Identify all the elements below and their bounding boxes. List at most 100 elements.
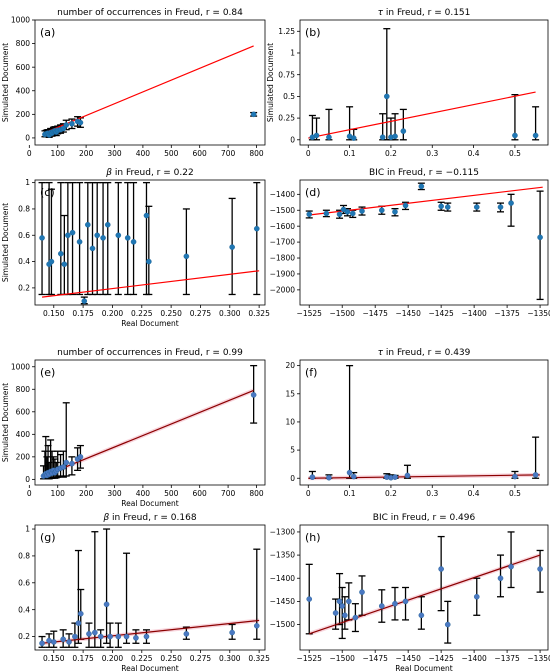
plot-area xyxy=(34,19,266,146)
data-point xyxy=(392,474,398,480)
data-point xyxy=(77,119,84,126)
panel-title: number of occurrences in Freud, r = 0.84 xyxy=(57,8,243,18)
x-tick-label: 0.225 xyxy=(131,309,153,318)
y-tick-label: 0.8 xyxy=(18,205,30,214)
y-tick-label: 200 xyxy=(16,110,31,119)
data-point xyxy=(50,639,57,645)
x-tick-label: 0.175 xyxy=(72,309,94,318)
y-tick-label: 0 xyxy=(290,474,295,483)
data-point xyxy=(350,135,357,141)
y-tick-label: 15 xyxy=(285,389,295,398)
x-tick-label: 0.4 xyxy=(468,149,480,158)
data-point xyxy=(250,111,257,118)
x-tick-label: 500 xyxy=(164,149,179,158)
y-tick-label: 1000 xyxy=(11,16,30,25)
x-tick-label: 0.2 xyxy=(385,149,397,158)
y-tick-label: 0.25 xyxy=(278,114,295,123)
panel-label: (d) xyxy=(305,186,321,199)
x-tick-label: −1425 xyxy=(428,309,454,318)
y-tick-label: 400 xyxy=(16,430,31,439)
data-point xyxy=(352,614,359,621)
data-point xyxy=(512,132,518,139)
data-point xyxy=(537,234,543,241)
x-tick-label: 0.200 xyxy=(102,654,124,663)
x-tick-label: −1375 xyxy=(494,654,520,663)
x-tick-label: 700 xyxy=(221,149,236,158)
panel-title: number of occurrences in Freud, r = 0.99 xyxy=(57,348,243,358)
data-point xyxy=(94,232,100,239)
data-point xyxy=(250,392,257,398)
data-point xyxy=(97,633,104,640)
data-point xyxy=(512,473,518,480)
data-point xyxy=(313,132,320,139)
data-point xyxy=(39,235,45,241)
x-tick-label: 0.1 xyxy=(344,149,356,158)
x-tick-label: 800 xyxy=(249,489,264,498)
title-greek-symbol: τ xyxy=(378,8,384,18)
y-tick-label: 1000 xyxy=(11,362,30,371)
x-tick-label: −1425 xyxy=(428,654,454,663)
x-tick-label: 0.250 xyxy=(160,654,182,663)
y-tick-label: −1800 xyxy=(270,254,296,263)
panel-label: (g) xyxy=(40,531,56,544)
plot-marks xyxy=(38,528,261,648)
panel-label: (b) xyxy=(305,26,321,39)
data-point xyxy=(69,120,75,127)
data-point xyxy=(306,596,313,602)
data-point xyxy=(326,134,332,140)
data-point xyxy=(107,633,113,640)
data-point xyxy=(508,200,514,206)
x-tick-label: −1500 xyxy=(330,654,356,663)
data-point xyxy=(104,221,111,228)
y-tick-label: −2000 xyxy=(270,285,296,294)
panel-title: β in Freud, r = 0.168 xyxy=(102,513,196,523)
y-tick-label: 600 xyxy=(16,63,31,72)
data-point xyxy=(402,598,409,605)
panel-g: 0.150 0.175 0.200 0.225 0.250 0.275 0.300 0.325… xyxy=(18,513,270,672)
title-text: in Freud, r = 0.168 xyxy=(109,513,197,523)
y-tick-label: 0.6 xyxy=(18,231,30,240)
y-tick-label: −1350 xyxy=(270,551,296,560)
panel-b: 0 0.1 0.2 0.3 0.4 0.5 0 0.25 0.5 0.75 1 1.25 τ in Fr… xyxy=(266,8,549,158)
data-point xyxy=(60,636,66,643)
x-tick-label: −1350 xyxy=(527,309,550,318)
y-tick-label: 0.2 xyxy=(18,283,30,292)
title-text: in Freud, r = 0.151 xyxy=(383,8,470,18)
x-tick-label: 0 xyxy=(27,489,32,498)
data-point xyxy=(253,623,260,629)
data-point xyxy=(326,474,332,481)
data-point xyxy=(473,593,480,600)
y-tick-label: −1500 xyxy=(270,206,296,215)
x-tick-label: −1450 xyxy=(395,654,421,663)
data-point xyxy=(133,635,139,641)
data-point xyxy=(383,93,390,100)
data-point xyxy=(143,633,150,640)
x-tick-label: 800 xyxy=(249,149,264,158)
x-tick-label: −1500 xyxy=(330,309,356,318)
x-tick-label: 0.275 xyxy=(190,309,212,318)
title-greek-symbol: β xyxy=(105,168,112,178)
data-point xyxy=(473,204,480,210)
data-point xyxy=(346,469,353,476)
y-tick-label: 20 xyxy=(285,361,295,370)
data-point xyxy=(339,603,346,609)
x-tick-label: 0.275 xyxy=(190,654,212,663)
x-tick-label: −1475 xyxy=(363,654,389,663)
y-tick-label: 0.6 xyxy=(18,578,30,587)
data-point xyxy=(444,204,451,210)
x-axis-label: Real Document xyxy=(121,319,178,328)
title-text: number of occurrences in Freud, r = 0.99 xyxy=(57,348,243,358)
data-point xyxy=(438,566,444,572)
x-tick-label: 100 xyxy=(51,489,66,498)
x-tick-label: −1475 xyxy=(363,309,389,318)
data-point xyxy=(359,208,365,214)
x-tick-label: −1525 xyxy=(297,654,323,663)
data-point xyxy=(143,212,150,219)
data-point xyxy=(344,209,351,215)
x-tick-label: 0.150 xyxy=(43,309,65,318)
data-point xyxy=(146,258,152,265)
panel-title: τ in Freud, r = 0.151 xyxy=(378,8,471,18)
x-tick-label: 600 xyxy=(193,149,208,158)
panel-label: (f) xyxy=(305,366,317,379)
title-text: BIC in Freud, r = 0.496 xyxy=(373,513,476,523)
